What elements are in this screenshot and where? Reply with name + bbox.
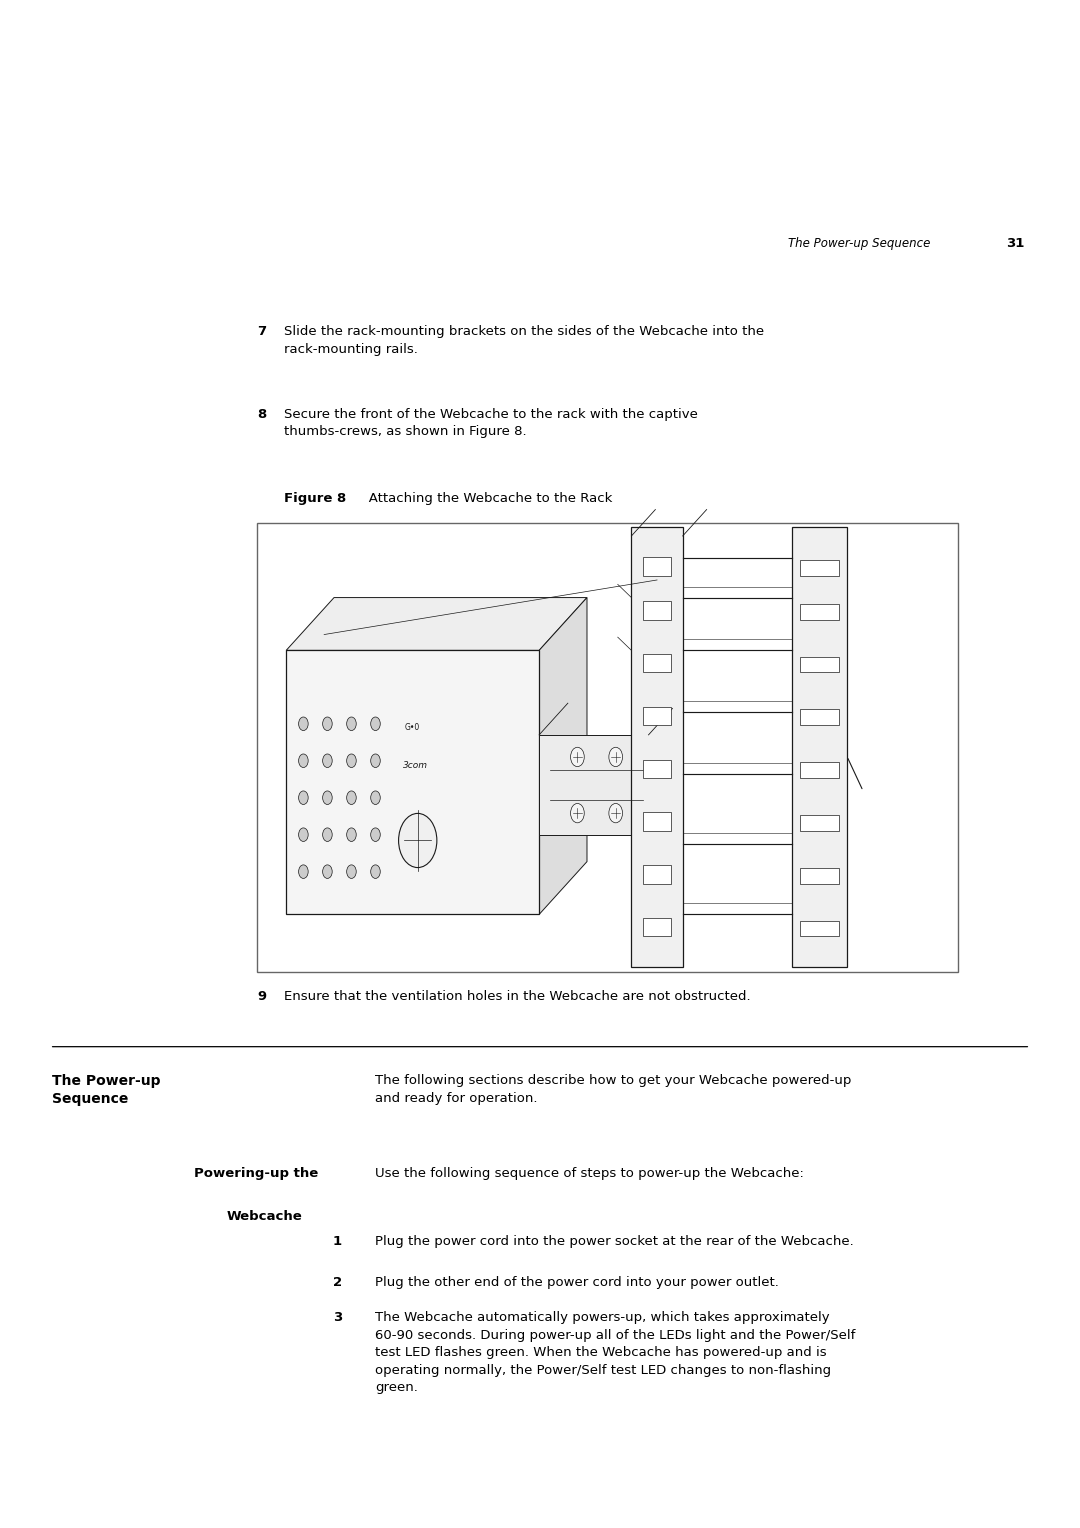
Bar <box>792 527 847 967</box>
Circle shape <box>323 753 333 767</box>
Circle shape <box>347 753 356 767</box>
Text: The Power-up Sequence: The Power-up Sequence <box>788 237 931 251</box>
Text: 31: 31 <box>1007 237 1025 251</box>
Bar <box>800 559 838 576</box>
Bar <box>800 762 838 778</box>
Circle shape <box>370 792 380 804</box>
Bar <box>800 604 838 619</box>
Circle shape <box>347 792 356 804</box>
Polygon shape <box>286 597 588 651</box>
Text: Powering-up the: Powering-up the <box>194 1167 319 1181</box>
Circle shape <box>298 865 308 879</box>
Circle shape <box>323 717 333 730</box>
Text: Plug the power cord into the power socket at the rear of the Webcache.: Plug the power cord into the power socke… <box>375 1235 853 1248</box>
Bar <box>286 651 539 914</box>
Circle shape <box>298 792 308 804</box>
Bar <box>643 813 671 831</box>
Circle shape <box>370 717 380 730</box>
Bar <box>800 657 838 672</box>
Text: Figure 8: Figure 8 <box>284 492 347 506</box>
Circle shape <box>609 747 622 767</box>
Text: G•0: G•0 <box>405 723 420 732</box>
Bar <box>643 918 671 937</box>
Text: 9: 9 <box>257 990 266 1004</box>
Text: Ensure that the ventilation holes in the Webcache are not obstructed.: Ensure that the ventilation holes in the… <box>284 990 751 1004</box>
Circle shape <box>347 865 356 879</box>
Circle shape <box>323 792 333 804</box>
Circle shape <box>347 828 356 842</box>
Text: 2: 2 <box>333 1276 341 1290</box>
Circle shape <box>298 717 308 730</box>
Bar <box>539 735 648 836</box>
Text: The following sections describe how to get your Webcache powered-up
and ready fo: The following sections describe how to g… <box>375 1074 851 1105</box>
Polygon shape <box>539 597 588 914</box>
Bar <box>800 709 838 726</box>
Circle shape <box>323 828 333 842</box>
Bar <box>800 814 838 831</box>
Circle shape <box>370 753 380 767</box>
Bar <box>643 601 671 619</box>
Circle shape <box>323 865 333 879</box>
Text: Use the following sequence of steps to power-up the Webcache:: Use the following sequence of steps to p… <box>375 1167 804 1181</box>
Circle shape <box>399 813 437 868</box>
Text: The Power-up
Sequence: The Power-up Sequence <box>52 1074 160 1106</box>
Bar <box>257 523 958 972</box>
Bar <box>800 868 838 883</box>
Bar <box>643 654 671 672</box>
Bar <box>632 527 683 967</box>
Circle shape <box>298 753 308 767</box>
Circle shape <box>570 804 584 822</box>
Bar <box>643 865 671 883</box>
Text: 1: 1 <box>333 1235 341 1248</box>
Circle shape <box>370 865 380 879</box>
Text: Secure the front of the Webcache to the rack with the captive
thumbs­crews, as s: Secure the front of the Webcache to the … <box>284 408 698 439</box>
Text: 3: 3 <box>333 1311 342 1325</box>
Bar <box>800 921 838 937</box>
Bar <box>643 707 671 726</box>
Text: Slide the rack-mounting brackets on the sides of the Webcache into the
rack-moun: Slide the rack-mounting brackets on the … <box>284 325 765 356</box>
Bar <box>643 759 671 778</box>
Circle shape <box>609 804 622 822</box>
Circle shape <box>298 828 308 842</box>
Text: 3com: 3com <box>403 761 428 770</box>
Circle shape <box>347 717 356 730</box>
Circle shape <box>570 747 584 767</box>
Text: Plug the other end of the power cord into your power outlet.: Plug the other end of the power cord int… <box>375 1276 779 1290</box>
Text: 8: 8 <box>257 408 267 422</box>
Text: 7: 7 <box>257 325 266 339</box>
Text: Webcache: Webcache <box>227 1210 302 1224</box>
Bar <box>643 558 671 576</box>
Text: Attaching the Webcache to the Rack: Attaching the Webcache to the Rack <box>356 492 612 506</box>
Circle shape <box>370 828 380 842</box>
Text: The Webcache automatically powers-up, which takes approximately
60-90 seconds. D: The Webcache automatically powers-up, wh… <box>375 1311 855 1394</box>
